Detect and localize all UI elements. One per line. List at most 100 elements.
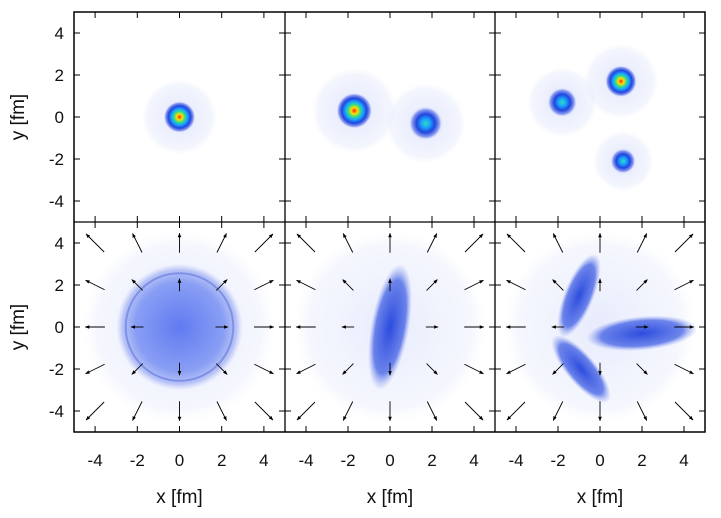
y-tick-label: 4 bbox=[55, 24, 64, 43]
flow-arrow bbox=[296, 401, 316, 421]
flow-arrow bbox=[674, 279, 694, 291]
y-tick-labels: -4 -2 0 2 4 -4 -2 0 2 4 bbox=[49, 24, 64, 421]
fluid-lobe bbox=[587, 315, 697, 351]
x-tick-label: -4 bbox=[298, 451, 313, 470]
flow-arrow bbox=[674, 363, 694, 375]
density-blob bbox=[163, 101, 196, 133]
flow-arrow bbox=[85, 279, 105, 291]
fluid-disc bbox=[116, 263, 243, 391]
flow-arrow bbox=[254, 363, 274, 375]
panel-bottom-2 bbox=[293, 230, 487, 424]
y-axis-label-bottom: y [fm] bbox=[8, 304, 29, 350]
flow-arrow bbox=[342, 401, 354, 421]
x-tick-label: 0 bbox=[595, 451, 604, 470]
x-tick-label: 0 bbox=[385, 451, 394, 470]
density-blob bbox=[610, 148, 636, 174]
flow-arrow bbox=[342, 233, 354, 253]
x-tick-label: 0 bbox=[175, 451, 184, 470]
flow-arrow bbox=[636, 363, 648, 375]
x-tick-label: 4 bbox=[679, 451, 688, 470]
y-tick-label: -2 bbox=[49, 150, 64, 169]
flow-arrow bbox=[426, 279, 438, 291]
flow-arrow bbox=[506, 401, 526, 421]
flow-arrow bbox=[132, 233, 143, 253]
flow-arrow bbox=[674, 233, 694, 253]
y-tick-label: -4 bbox=[49, 402, 64, 421]
panel-top-1 bbox=[141, 79, 218, 155]
y-tick-label: 2 bbox=[55, 276, 64, 295]
y-tick-label: -4 bbox=[49, 192, 64, 211]
density-blob bbox=[605, 65, 637, 98]
flow-arrow bbox=[552, 233, 564, 253]
flow-arrow bbox=[552, 363, 564, 375]
flow-arrow bbox=[426, 233, 438, 253]
x-tick-label: -2 bbox=[550, 451, 565, 470]
panel-frames bbox=[73, 11, 706, 433]
flow-arrow bbox=[464, 233, 484, 253]
flow-arrow bbox=[426, 363, 438, 375]
y-tick-label: 0 bbox=[55, 108, 64, 127]
x-tick-label: 2 bbox=[427, 451, 436, 470]
x-tick-label: 4 bbox=[259, 451, 268, 470]
flow-arrow bbox=[636, 233, 648, 253]
x-tick-label: -4 bbox=[88, 451, 103, 470]
flow-arrow bbox=[216, 233, 227, 253]
fluid-ellipse bbox=[368, 264, 412, 390]
x-tick-label: 2 bbox=[217, 451, 226, 470]
panel-grid bbox=[82, 43, 697, 425]
flow-arrow bbox=[296, 363, 316, 375]
density-blob bbox=[408, 106, 443, 141]
y-tick-label: 4 bbox=[55, 234, 64, 253]
fluid-lobe bbox=[551, 335, 611, 403]
x-tick-label: 2 bbox=[637, 451, 646, 470]
flow-arrow bbox=[552, 401, 564, 421]
flow-arrow bbox=[215, 363, 228, 375]
panel-top-2 bbox=[311, 67, 467, 164]
fluid-lobe bbox=[557, 254, 601, 337]
panel-top-3 bbox=[526, 43, 659, 192]
y-tick-label: 0 bbox=[55, 318, 64, 337]
flow-arrow bbox=[464, 363, 484, 375]
fluid-ring bbox=[124, 272, 235, 382]
flow-arrow bbox=[131, 279, 144, 291]
y-axis-label-top: y [fm] bbox=[8, 94, 29, 140]
flow-arrow bbox=[296, 233, 316, 253]
flow-arrow bbox=[254, 279, 274, 291]
flow-arrow bbox=[254, 401, 274, 421]
x-tick-label: -4 bbox=[508, 451, 523, 470]
panel-bottom-3 bbox=[503, 230, 697, 424]
x-tick-label: -2 bbox=[340, 451, 355, 470]
flow-arrow bbox=[464, 279, 484, 291]
flow-arrow bbox=[506, 233, 526, 253]
flow-arrow bbox=[131, 363, 144, 375]
flow-arrow bbox=[464, 401, 484, 421]
flow-arrow bbox=[254, 233, 274, 253]
x-tick-labels: -4 -2 0 2 4 -4 -2 0 2 4 -4 -2 0 2 4 bbox=[88, 451, 689, 470]
flow-arrow bbox=[296, 279, 316, 291]
flow-arrow bbox=[215, 279, 228, 291]
flow-arrow bbox=[426, 401, 438, 421]
flow-arrow bbox=[552, 279, 564, 291]
flow-arrow bbox=[85, 363, 105, 375]
density-blob bbox=[547, 87, 577, 118]
flow-arrow bbox=[85, 401, 105, 421]
x-tick-label: 4 bbox=[469, 451, 478, 470]
panel-bottom-1 bbox=[82, 229, 277, 425]
density-blob bbox=[336, 92, 373, 129]
flow-arrow bbox=[216, 401, 227, 421]
flow-arrow bbox=[506, 363, 526, 375]
x-axis-label-right: x [fm] bbox=[577, 487, 623, 508]
flow-arrow bbox=[85, 233, 105, 253]
flow-arrow bbox=[674, 401, 694, 421]
x-axis-label-middle: x [fm] bbox=[367, 487, 413, 508]
flow-arrow bbox=[132, 401, 143, 421]
flow-arrow bbox=[506, 279, 526, 291]
flow-arrow bbox=[636, 401, 648, 421]
y-tick-label: -2 bbox=[49, 360, 64, 379]
x-axis-label-left: x [fm] bbox=[156, 487, 202, 508]
flow-arrow bbox=[636, 279, 648, 291]
x-tick-label: -2 bbox=[130, 451, 145, 470]
flow-arrow bbox=[342, 363, 354, 375]
flow-arrow bbox=[342, 279, 354, 291]
